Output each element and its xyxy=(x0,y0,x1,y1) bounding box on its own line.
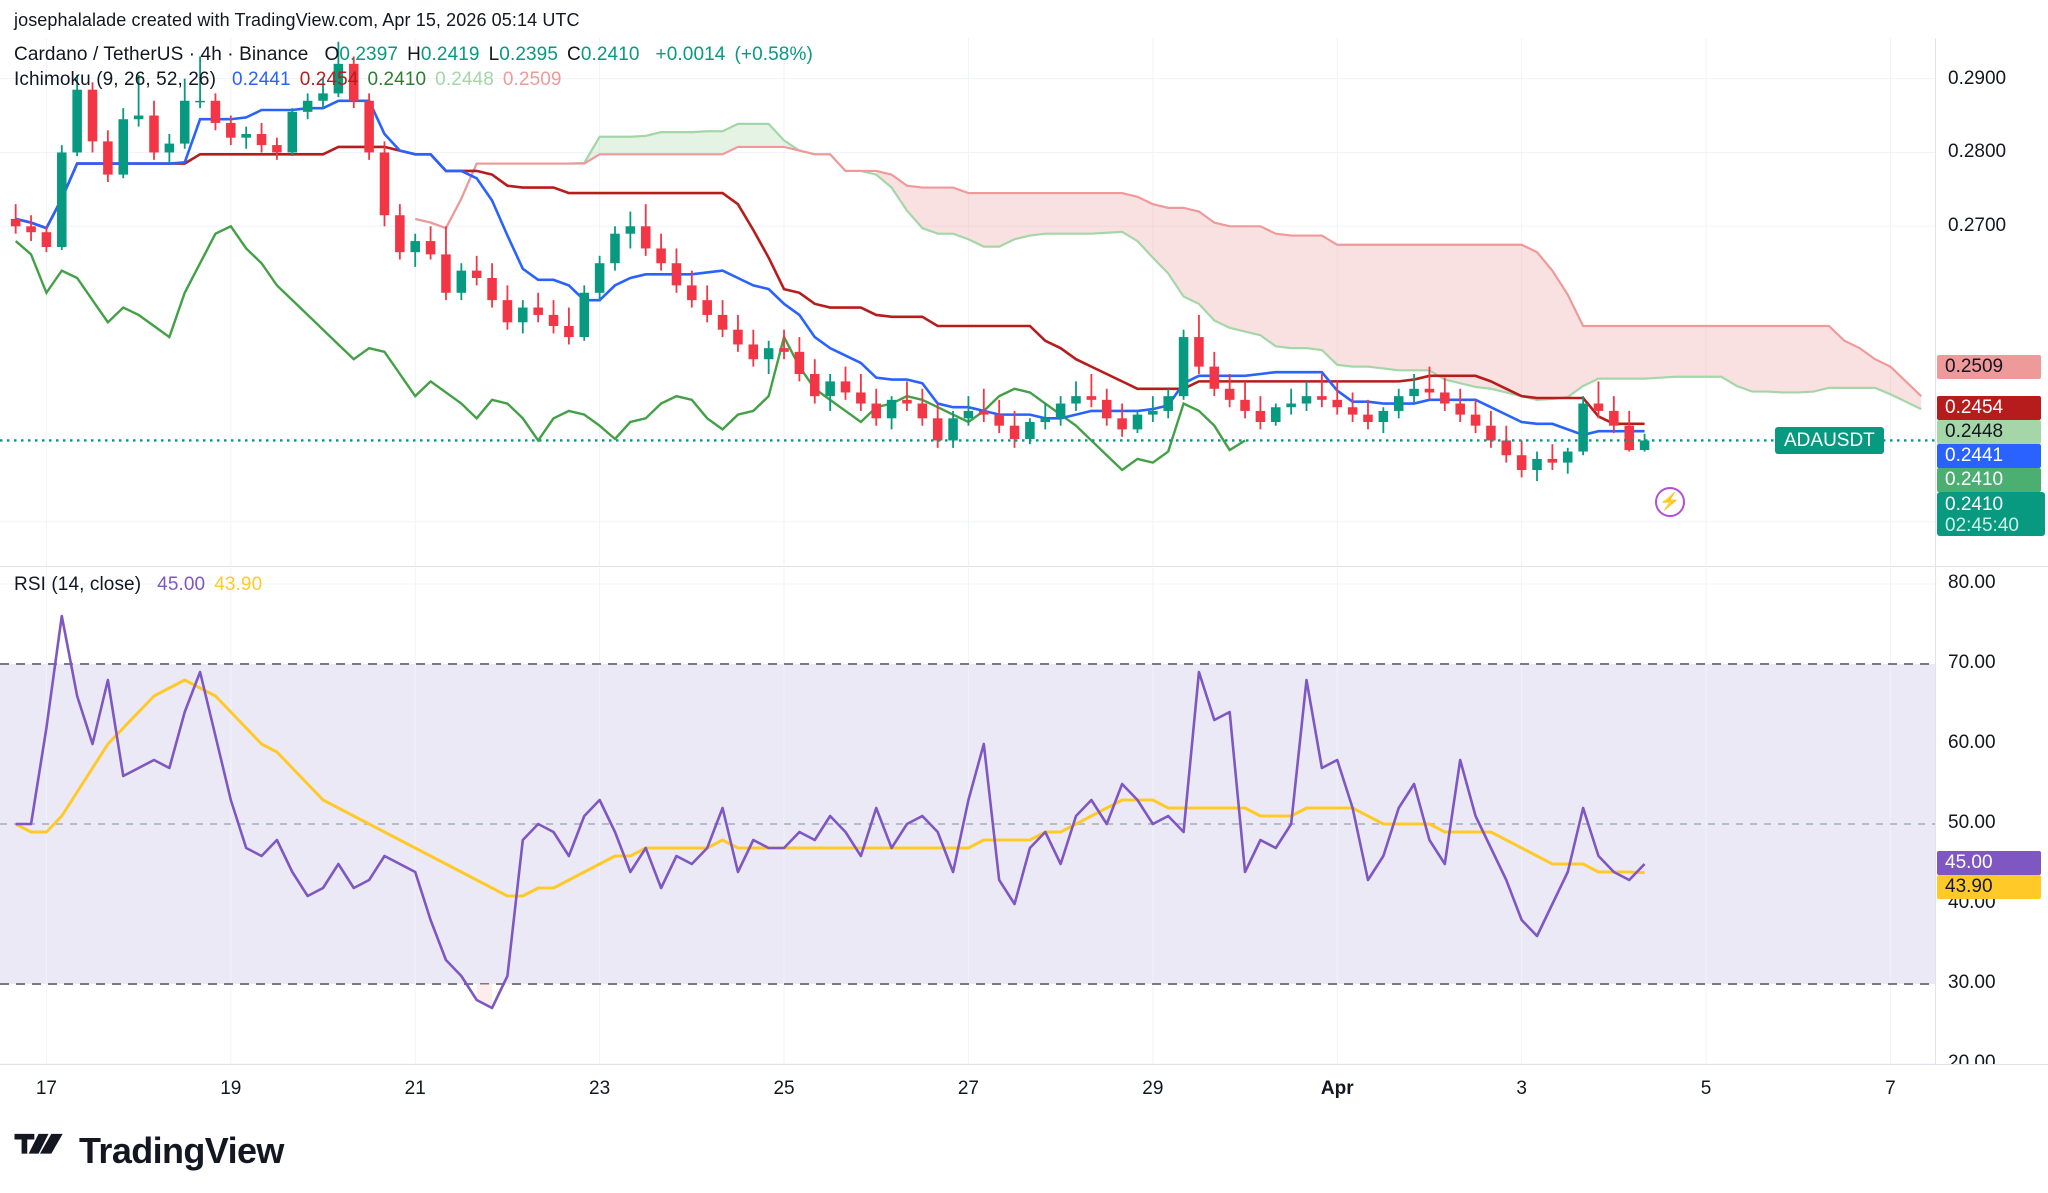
symbol-title[interactable]: Cardano / TetherUS · 4h · Binance xyxy=(14,44,309,65)
price-axis-badge[interactable]: 0.2410 xyxy=(1937,467,2041,492)
high-label: H xyxy=(407,44,421,65)
rsi-legend: RSI (14, close) 45.00 43.90 xyxy=(14,574,262,596)
rsi-axis-tick: 80.00 xyxy=(1948,572,1996,593)
time-axis-tick: 19 xyxy=(220,1078,242,1099)
ichimoku-senkou-a-value: 0.2448 xyxy=(435,69,494,90)
time-axis[interactable]: 17192123252729Apr35791113151719 xyxy=(0,1064,2048,1108)
open-value: 0.2397 xyxy=(339,44,399,65)
low-value: 0.2395 xyxy=(499,44,558,65)
pane-divider xyxy=(0,566,2048,567)
price-plot[interactable] xyxy=(0,38,1935,566)
time-axis-tick: 25 xyxy=(773,1078,795,1099)
price-axis-badge[interactable]: 0.2441 xyxy=(1937,443,2041,468)
rsi-axis-tick: 50.00 xyxy=(1948,812,1996,833)
ichimoku-title[interactable]: Ichimoku (9, 26, 52, 26) xyxy=(14,69,217,90)
tradingview-wordmark: TradingView xyxy=(79,1129,284,1171)
price-axis[interactable]: 0.29000.28000.27000.23000.25090.24540.24… xyxy=(1935,38,2048,566)
price-axis-badge[interactable]: 0.2454 xyxy=(1937,395,2041,420)
price-axis-tick: 0.2900 xyxy=(1948,67,2007,89)
ichimoku-tenkan-value: 0.2441 xyxy=(232,69,291,90)
rsi-plot[interactable] xyxy=(0,568,1935,1064)
rsi-pane[interactable]: RSI (14, close) 45.00 43.90 xyxy=(0,568,1935,1064)
current-price-value: 0.2410 xyxy=(1945,493,2004,515)
rsi-axis-tick: 30.00 xyxy=(1948,972,1996,993)
chart-container[interactable]: Cardano / TetherUS · 4h · Binance O0.2397… xyxy=(0,38,2048,1064)
open-label: O xyxy=(324,44,340,65)
rsi-axis[interactable]: 80.00 70.00 60.00 50.00 40.00 30.00 20.00 45.00… xyxy=(1935,567,2048,1073)
bar-countdown: 02:45:40 xyxy=(1945,514,2019,536)
current-price-badge[interactable]: 0.2410 02:45:40 xyxy=(1937,491,2045,536)
ichimoku-kijun-value: 0.2454 xyxy=(299,69,359,90)
high-value: 0.2419 xyxy=(420,44,480,65)
close-value: 0.2410 xyxy=(580,44,640,65)
price-pane[interactable]: Cardano / TetherUS · 4h · Binance O0.2397… xyxy=(0,38,1935,566)
symbol-legend: Cardano / TetherUS · 4h · Binance O0.2397… xyxy=(14,44,813,66)
rsi-axis-tick: 60.00 xyxy=(1948,732,1996,753)
price-line-symbol-tag: ADAUSDT xyxy=(1775,427,1884,455)
time-axis-tick: 7 xyxy=(1885,1078,1896,1099)
rsi-ma-value: 43.90 xyxy=(214,574,263,595)
price-axis-tick: 0.2800 xyxy=(1948,141,2007,163)
close-label: C xyxy=(567,44,581,65)
time-axis-tick: 23 xyxy=(589,1078,611,1099)
ichimoku-chikou-value: 0.2410 xyxy=(367,69,427,90)
time-axis-tick: 27 xyxy=(957,1078,979,1099)
price-axis-tick: 0.2700 xyxy=(1948,215,2007,237)
ichimoku-senkou-b-value: 0.2509 xyxy=(502,69,562,90)
footer: TradingView xyxy=(0,1108,2048,1193)
change-absolute: +0.0014 xyxy=(655,44,726,65)
rsi-axis-tick: 70.00 xyxy=(1948,652,1996,673)
time-axis-tick: 17 xyxy=(35,1078,57,1099)
low-label: L xyxy=(488,44,500,65)
price-axis-badge[interactable]: 0.2509 xyxy=(1937,355,2041,380)
time-axis-tick: 29 xyxy=(1142,1078,1164,1099)
time-axis-tick: 3 xyxy=(1516,1078,1527,1099)
time-axis-tick: Apr xyxy=(1320,1078,1354,1099)
price-axis-badge[interactable]: 0.2448 xyxy=(1937,419,2041,444)
change-percent: (+0.58%) xyxy=(734,44,813,65)
time-axis-tick: 5 xyxy=(1700,1078,1712,1099)
time-axis-tick: 21 xyxy=(404,1078,426,1099)
tradingview-logo-icon xyxy=(14,1131,66,1170)
rsi-chart-svg xyxy=(0,568,1935,1064)
rsi-title[interactable]: RSI (14, close) xyxy=(14,574,142,595)
attribution-text: josephalalade created with TradingView.c… xyxy=(14,10,580,30)
rsi-axis-badge[interactable]: 43.90 xyxy=(1937,875,2041,899)
lightning-bolt-icon[interactable]: ⚡ xyxy=(1654,487,1685,518)
rsi-value: 45.00 xyxy=(157,574,206,595)
rsi-axis-badge[interactable]: 45.00 xyxy=(1937,851,2041,875)
ichimoku-legend: Ichimoku (9, 26, 52, 26) 0.2441 0.2454 0.24… xyxy=(14,69,562,91)
price-chart-svg xyxy=(0,38,1935,566)
